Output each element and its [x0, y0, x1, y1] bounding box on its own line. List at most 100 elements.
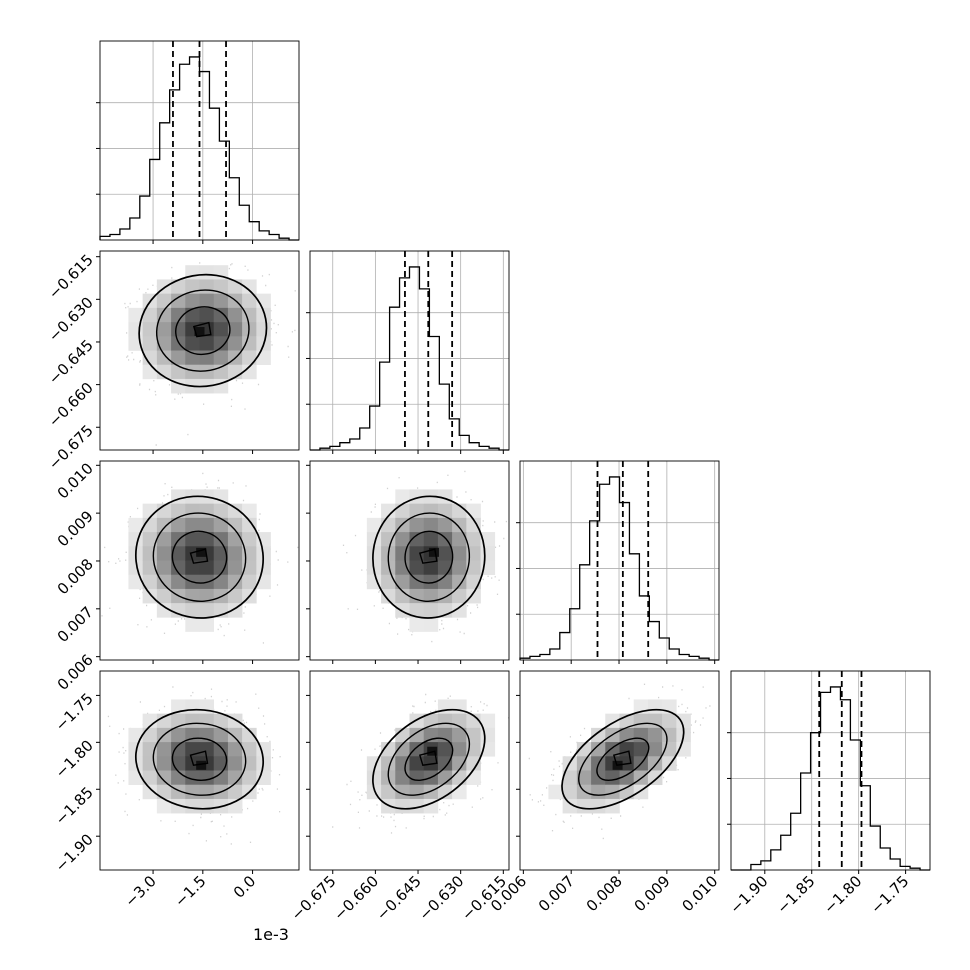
density-cell — [591, 798, 606, 814]
density-cell — [256, 770, 271, 786]
density-cell — [366, 574, 382, 590]
density-cell — [199, 293, 215, 309]
density-cell — [366, 517, 382, 533]
density-cell — [185, 503, 200, 519]
density-cell — [480, 713, 496, 729]
density-cell — [452, 546, 467, 561]
x-tick-label: 0.008 — [583, 872, 626, 915]
density-panel-2-0 — [96, 460, 300, 664]
density-cell — [409, 617, 425, 632]
density-cell — [562, 798, 578, 814]
density-cell — [480, 546, 496, 561]
density-cell — [466, 713, 481, 729]
density-cell — [452, 560, 467, 576]
density-cell — [156, 713, 172, 729]
panel-frame — [99, 250, 300, 451]
density-cell — [256, 307, 271, 323]
density-cell — [647, 727, 663, 743]
contour-peak — [189, 548, 209, 564]
density-cell — [437, 742, 453, 757]
density-cell — [409, 560, 425, 576]
density-cell — [256, 322, 271, 337]
density-cell — [128, 307, 143, 323]
density-cell — [227, 532, 243, 547]
x-offset-label: 1e-3 — [253, 925, 289, 944]
density-cell — [171, 307, 186, 323]
density-cell — [480, 727, 496, 743]
density-cell — [199, 364, 215, 380]
density-cell — [423, 574, 439, 590]
histogram-step — [731, 686, 930, 871]
density-layer — [124, 262, 296, 446]
density-cell — [409, 770, 425, 786]
x-tick-label: −1.5 — [171, 872, 209, 910]
density-cell — [227, 784, 243, 800]
density-cell — [591, 770, 606, 786]
density-cell — [142, 322, 158, 337]
density-layer — [342, 470, 507, 643]
density-cell — [156, 532, 172, 547]
contour-line — [387, 722, 471, 796]
density-cell — [213, 713, 229, 729]
density-cell — [213, 293, 229, 309]
density-cell — [437, 784, 453, 800]
density-cell — [409, 798, 425, 814]
density-cell — [466, 560, 481, 576]
density-cell — [227, 727, 243, 743]
density-cell — [576, 798, 592, 814]
panel-frame — [99, 670, 300, 871]
density-cell — [171, 574, 186, 590]
density-cell — [156, 560, 172, 576]
x-tick-label: −0.675 — [288, 872, 340, 924]
density-cell — [227, 560, 243, 576]
density-cell — [171, 364, 186, 380]
density-cell — [199, 517, 215, 533]
density-cell — [423, 617, 439, 632]
density-cell — [199, 336, 215, 351]
panel-frame — [730, 670, 931, 871]
density-panel-3-1 — [306, 670, 510, 874]
contour-line — [171, 737, 228, 781]
density-cell — [647, 713, 663, 729]
y-tick-label: −1.75 — [52, 690, 97, 735]
density-cell — [256, 560, 271, 576]
density-cell — [452, 603, 467, 618]
density-cell — [156, 293, 172, 309]
density-cell — [199, 532, 215, 547]
density-cell — [227, 713, 243, 729]
density-cell — [171, 322, 186, 337]
density-cell — [409, 489, 425, 504]
density-cell — [227, 503, 243, 519]
x-tick-label: −3.0 — [121, 872, 159, 910]
density-cell — [185, 517, 200, 533]
histogram-step — [310, 266, 509, 451]
panel-frame — [309, 670, 510, 871]
density-cell — [242, 364, 257, 380]
density-cell — [185, 603, 200, 618]
contour-line — [372, 708, 486, 810]
density-cell — [395, 503, 410, 519]
density-cell — [381, 503, 396, 519]
density-cell — [409, 503, 425, 519]
density-cell — [156, 517, 172, 533]
contour-line — [596, 737, 650, 781]
contour-line — [152, 512, 247, 602]
y-tick-label: 0.006 — [54, 651, 97, 694]
density-cell — [185, 336, 200, 351]
density-cell — [242, 517, 257, 533]
density-cell — [199, 265, 215, 280]
density-cell — [409, 784, 425, 800]
density-panel-3-0 — [96, 670, 300, 874]
density-cell — [142, 574, 158, 590]
density-cell — [395, 489, 410, 504]
density-cell — [466, 588, 481, 604]
contour-line — [138, 273, 268, 388]
density-cell — [142, 532, 158, 547]
density-cell — [633, 742, 649, 757]
density-cell — [437, 574, 453, 590]
density-cell — [128, 532, 143, 547]
density-cell — [423, 727, 439, 743]
density-cell — [171, 770, 186, 786]
density-cell — [199, 503, 215, 519]
histogram-step — [519, 476, 719, 661]
